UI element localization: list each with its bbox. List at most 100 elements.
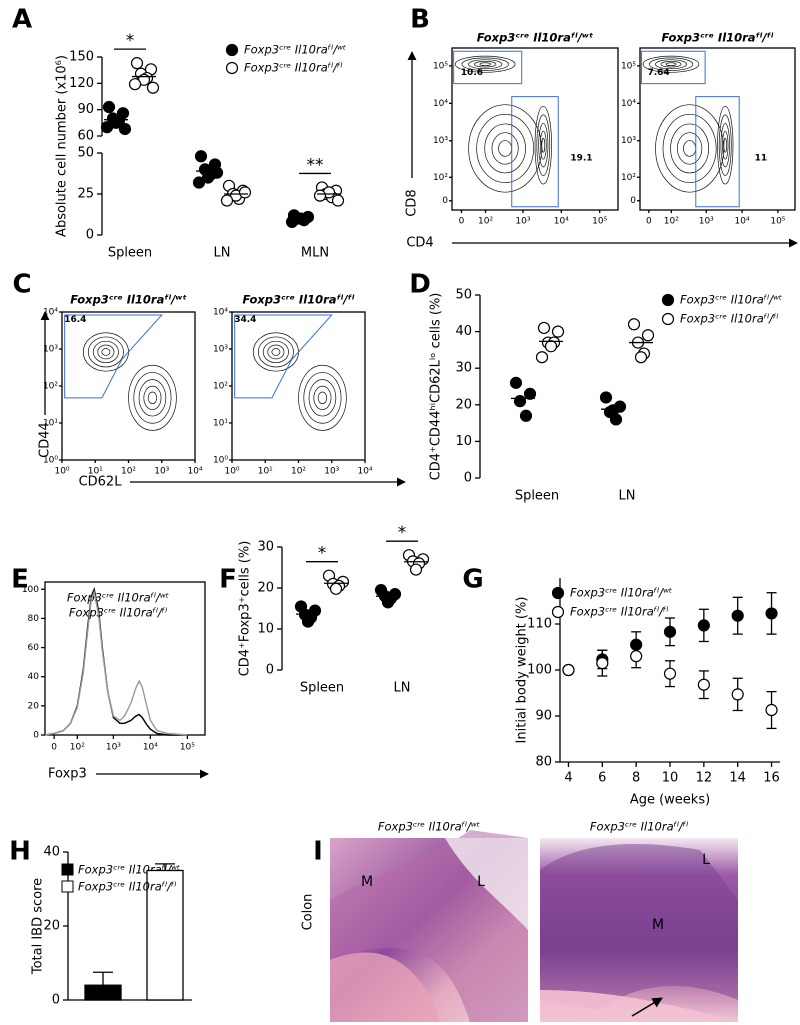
data-point [301, 615, 315, 628]
contour [665, 62, 677, 67]
data-point [519, 409, 533, 422]
y-tick-label: 10⁴ [433, 99, 448, 109]
legend-marker [661, 312, 675, 326]
contour [128, 364, 177, 431]
contour [468, 59, 503, 70]
panel-label: C [12, 270, 31, 300]
y-tick-label: 90 [535, 709, 552, 724]
data-point [697, 678, 710, 691]
x-tick-label: 10⁴ [735, 217, 750, 227]
y-tick-label: 10² [433, 173, 448, 183]
y-axis-label: CD4⁺CD44ʰⁱCD62Lˡᵒ cells (%) [429, 293, 444, 481]
contour [676, 132, 703, 165]
tissue [540, 844, 738, 1010]
gate-percent: 7.64 [647, 68, 669, 78]
y-tick-label: 120 [69, 76, 94, 91]
x-tick-label: 10² [70, 743, 85, 753]
y-tick-label: 50 [455, 288, 472, 303]
y-tick-label: 10¹ [43, 419, 58, 429]
panel-label: G [462, 565, 483, 595]
y-tick-label: 10¹ [213, 419, 228, 429]
contour [87, 336, 124, 368]
y-axis-label: CD4⁺Foxp3⁺cells (%) [238, 541, 253, 677]
y-axis-label: Absolute cell number (x10⁶) [55, 55, 70, 237]
data-point [331, 194, 345, 207]
contour [252, 332, 299, 372]
y-tick-label: 10⁵ [433, 61, 448, 71]
x-tick-label: 10³ [154, 467, 169, 477]
contour [536, 114, 551, 176]
contour [92, 340, 119, 364]
gate-percent: 19.1 [570, 154, 592, 164]
y-tick-label: 0 [52, 993, 60, 1008]
y-axis-label: Initial body weight (%) [515, 597, 530, 744]
x-tick-label: Spleen [300, 681, 344, 696]
gate [511, 96, 559, 208]
contour [655, 59, 687, 70]
x-tick-label: 0 [459, 217, 465, 227]
y-tick-label: 10⁴ [43, 308, 58, 318]
x-tick-label: 6 [598, 771, 606, 786]
y-tick-label: 10⁵ [621, 61, 636, 71]
contour [308, 379, 337, 417]
panel-label: F [219, 565, 237, 595]
legend-label: Foxp3ᶜʳᵉ Il10raᶠˡ/ʷᵗ [67, 591, 169, 605]
legend-label: Foxp3ᶜʳᵉ Il10raᶠˡ/ʷᵗ [680, 293, 782, 307]
x-axis-label: Foxp3 [48, 767, 87, 782]
y-tick-label: 0 [442, 196, 448, 206]
gate [695, 96, 740, 208]
panel-label: B [410, 5, 430, 35]
data-point [599, 391, 613, 404]
histogram-line [44, 589, 188, 736]
gate [234, 314, 333, 399]
contour [298, 364, 347, 431]
contour [454, 55, 516, 73]
y-tick-label: 10³ [43, 345, 58, 355]
y-tick-label: 80 [28, 614, 40, 624]
x-tick-label: 10⁴ [143, 743, 158, 753]
contour [642, 55, 700, 73]
x-tick-label: 10⁵ [770, 217, 785, 227]
legend-marker [61, 863, 74, 876]
panel-label: D [409, 270, 431, 300]
gate-percent: 34.4 [234, 315, 256, 325]
y-tick-label: 100 [22, 585, 39, 595]
y-tick-label: 50 [77, 146, 94, 161]
plot-title: Foxp3ᶜʳᵉ Il10raᶠˡ/ʷᵗ [70, 293, 187, 307]
y-tick-label: 150 [69, 50, 94, 65]
x-tick-label: 10⁴ [187, 467, 202, 477]
y-tick-label: 90 [77, 102, 94, 117]
data-point [606, 404, 620, 417]
plot-title: Foxp3ᶜʳᵉ Il10raᶠˡ/ᶠˡ [662, 31, 774, 45]
y-tick-label: 10³ [213, 345, 228, 355]
data-point [663, 667, 677, 680]
x-tick-label: 10³ [699, 217, 714, 227]
x-tick-label: 10⁴ [357, 467, 372, 477]
x-tick-label: Spleen [515, 489, 559, 504]
y-tick-label: 10² [621, 173, 636, 183]
arrow [631, 997, 663, 1017]
significance-label: * [126, 31, 135, 51]
x-tick-label: 14 [729, 771, 746, 786]
y-tick-label: 10² [213, 382, 228, 392]
y-tick-label: 10⁴ [621, 99, 636, 109]
data-point [641, 329, 655, 342]
contour [101, 348, 111, 356]
row-label: Colon [301, 894, 316, 931]
contour [723, 137, 727, 153]
lumen [445, 838, 528, 930]
plot-frame [44, 581, 206, 736]
legend-label: Foxp3ᶜʳᵉ Il10raᶠˡ/ᶠˡ [244, 61, 342, 75]
data-point [220, 194, 234, 207]
contour [468, 104, 542, 193]
contour [718, 114, 732, 176]
contour [655, 104, 725, 193]
contour [683, 140, 697, 157]
y-tick-label: 10⁰ [213, 456, 228, 466]
tissue-label: L [702, 852, 710, 868]
gate-percent: 10.6 [461, 68, 483, 78]
x-tick-label: 10³ [106, 743, 121, 753]
contour [474, 60, 497, 68]
data-point [210, 166, 224, 179]
y-tick-label: 0 [464, 471, 472, 486]
